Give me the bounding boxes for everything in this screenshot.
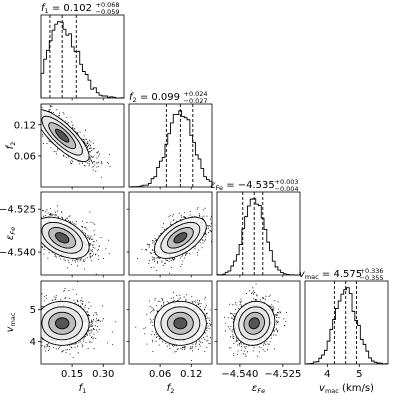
hist-step-f1 xyxy=(40,21,125,99)
ytick-label-f2-0: 0.06 xyxy=(14,151,36,162)
xtick-label-f1-1: 0.30 xyxy=(92,369,114,380)
contour-f1-eFe-3 xyxy=(54,232,70,244)
scatter-points-f1-f2 xyxy=(41,104,111,178)
panel-title-vmac: vmac = 4.575 xyxy=(299,269,362,281)
contour-f1-vmac-3 xyxy=(54,317,70,330)
scatter-points-f1-vmac xyxy=(41,281,116,359)
scatter-frame-f1-vmac xyxy=(40,280,125,365)
title-minus-vmac: −0.355 xyxy=(360,274,384,282)
scatter-panel-f1-vmac xyxy=(40,280,125,365)
xtick-label-vmac-1: 5 xyxy=(356,369,362,380)
contour-f1-f2-3 xyxy=(54,128,70,143)
contour-f2-eFe-3 xyxy=(173,232,188,244)
ytick-label-eFe-0: −4.540 xyxy=(0,248,36,259)
scatter-points-eFe-vmac xyxy=(224,283,287,357)
ytick-label-eFe-1: −4.525 xyxy=(0,205,36,216)
scatter-frame-eFe-vmac xyxy=(216,280,301,365)
ytick-label-f2-1: 0.12 xyxy=(14,120,36,131)
scatter-panel-f2-vmac xyxy=(128,280,213,365)
hist-step-f2 xyxy=(129,110,213,188)
scatter-points-f2-eFe xyxy=(137,207,212,274)
panel-title-eFe: εFe = −4.535 xyxy=(210,180,275,192)
xtick-label-f2-0: 0.06 xyxy=(149,369,171,380)
scatter-panel-f1-f2 xyxy=(40,103,125,188)
title-minus-eFe: −0.004 xyxy=(275,185,299,193)
title-minus-f2: −0.027 xyxy=(184,97,208,105)
yaxis-label-f2: f2 xyxy=(5,142,17,150)
panel-title-f2: f2 = 0.099 xyxy=(129,92,180,104)
scatter-frame-f2-vmac xyxy=(128,280,213,365)
title-plus-eFe: +0.003 xyxy=(275,178,299,186)
hist-frame-f1 xyxy=(40,14,125,99)
contour-eFe-vmac-3 xyxy=(248,317,260,330)
hist-panel-eFe: εFe = −4.535 +0.003−0.004 xyxy=(210,178,301,276)
panel-title-f1: f1 = 0.102 xyxy=(41,3,92,15)
contour-f2-vmac-3 xyxy=(173,317,188,330)
ytick-label-vmac-0: 4 xyxy=(30,337,36,348)
hist-frame-vmac xyxy=(304,280,389,365)
xtick-label-eFe-1: −4.525 xyxy=(264,369,301,380)
xtick-label-eFe-0: −4.540 xyxy=(221,369,258,380)
yaxis-label-vmac: vmac xyxy=(5,312,17,332)
scatter-panel-f1-eFe xyxy=(40,191,125,276)
xaxis-label-f2: f2 xyxy=(167,383,175,395)
hist-panel-f1: f1 = 0.102 +0.068−0.059 xyxy=(40,1,125,99)
scatter-points-f2-vmac xyxy=(135,292,212,361)
scatter-frame-f1-f2 xyxy=(40,103,125,188)
hist-step-vmac xyxy=(305,287,389,365)
scatter-frame-f2-eFe xyxy=(128,191,213,276)
scatter-frame-f1-eFe xyxy=(40,191,125,276)
title-minus-f1: −0.059 xyxy=(96,8,120,16)
scatter-panel-f2-eFe xyxy=(128,191,213,276)
hist-panel-f2: f2 = 0.099 +0.024−0.027 xyxy=(128,90,213,188)
xaxis-label-f1: f1 xyxy=(79,383,87,395)
xtick-label-vmac-0: 4 xyxy=(324,369,330,380)
yaxis-label-eFe: εFe xyxy=(5,227,17,240)
hist-step-eFe xyxy=(216,198,300,276)
hist-frame-f2 xyxy=(128,103,213,188)
title-plus-f2: +0.024 xyxy=(184,90,208,98)
ytick-label-vmac-1: 5 xyxy=(30,305,36,316)
xaxis-label-vmac: vmac (km/s) xyxy=(319,383,374,395)
hist-frame-eFe xyxy=(216,191,301,276)
xaxis-label-eFe: εFe xyxy=(252,383,265,395)
scatter-panel-eFe-vmac xyxy=(216,280,301,365)
xtick-label-f2-1: 0.12 xyxy=(180,369,202,380)
hist-panel-vmac: vmac = 4.575+0.336−0.355 xyxy=(299,267,389,365)
title-plus-vmac: +0.336 xyxy=(360,267,384,275)
scatter-points-f1-eFe xyxy=(41,205,111,275)
xtick-label-f1-0: 0.15 xyxy=(61,369,83,380)
title-plus-f1: +0.068 xyxy=(96,1,120,9)
